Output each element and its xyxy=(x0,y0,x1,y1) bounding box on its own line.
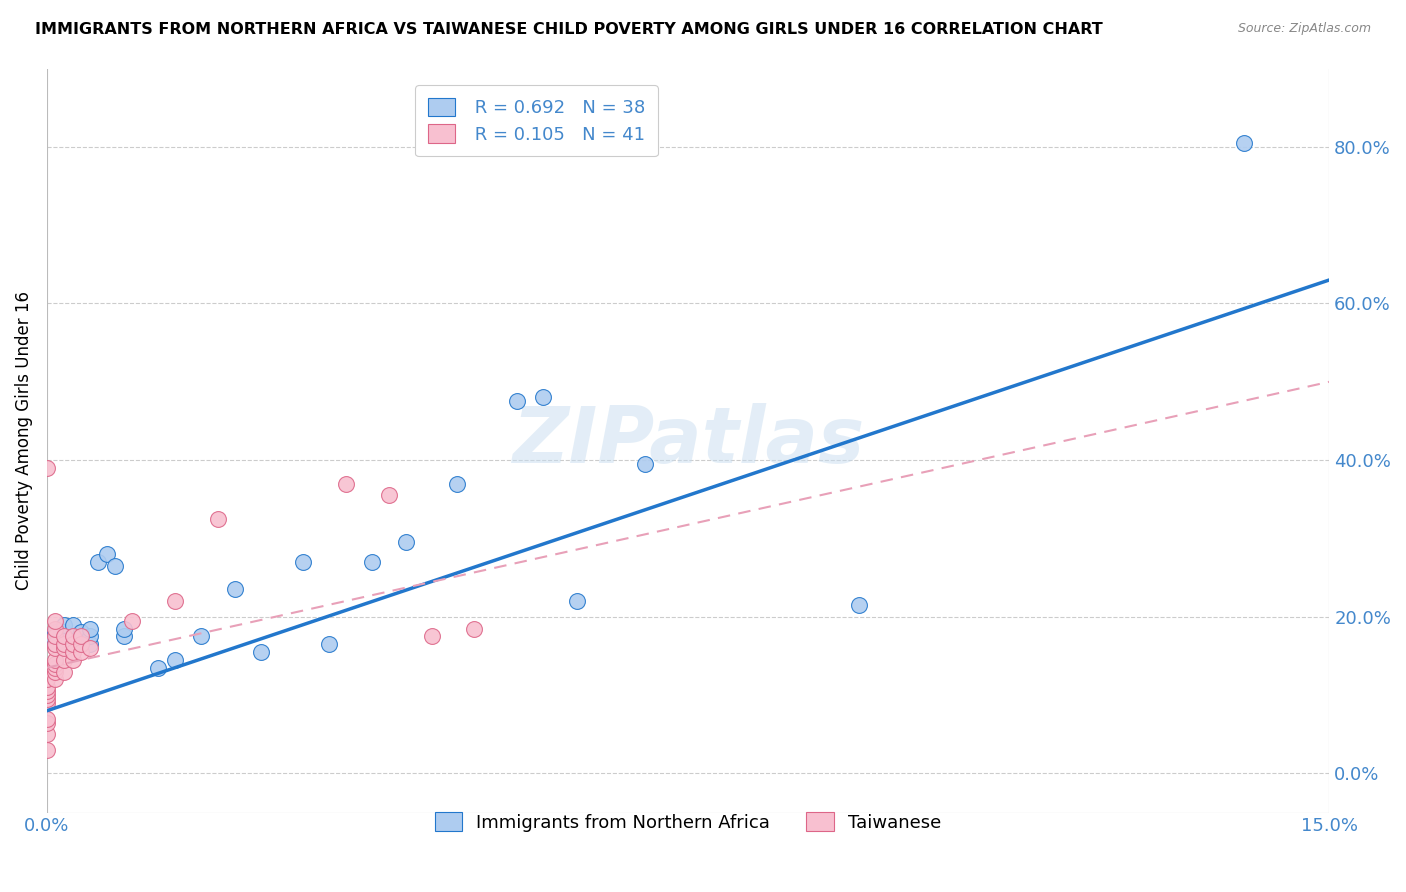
Point xyxy=(360,555,382,569)
Point xyxy=(53,625,76,640)
Point xyxy=(44,622,66,636)
Point xyxy=(70,629,93,643)
Point xyxy=(96,547,118,561)
Point xyxy=(62,653,84,667)
Point xyxy=(112,622,135,636)
Point xyxy=(44,665,66,679)
Point xyxy=(104,558,127,573)
Point xyxy=(39,629,62,643)
Point xyxy=(53,637,76,651)
Point xyxy=(224,582,246,597)
Point xyxy=(44,673,66,687)
Text: Source: ZipAtlas.com: Source: ZipAtlas.com xyxy=(1237,22,1371,36)
Point xyxy=(44,637,66,651)
Point xyxy=(395,535,418,549)
Point xyxy=(62,645,84,659)
Point xyxy=(62,629,84,643)
Point xyxy=(62,637,84,651)
Text: ZIPatlas: ZIPatlas xyxy=(512,402,865,478)
Point xyxy=(35,712,58,726)
Point xyxy=(335,476,357,491)
Point xyxy=(44,641,66,656)
Point xyxy=(44,653,66,667)
Point xyxy=(565,594,588,608)
Point xyxy=(62,629,84,643)
Point xyxy=(53,653,76,667)
Point xyxy=(70,625,93,640)
Point xyxy=(121,614,143,628)
Point xyxy=(53,641,76,656)
Point xyxy=(44,657,66,671)
Point xyxy=(249,645,271,659)
Point xyxy=(79,629,101,643)
Point xyxy=(53,641,76,656)
Point xyxy=(62,633,84,648)
Point xyxy=(79,622,101,636)
Point xyxy=(35,727,58,741)
Point xyxy=(634,457,657,471)
Point xyxy=(79,637,101,651)
Point xyxy=(35,715,58,730)
Point xyxy=(318,637,340,651)
Point xyxy=(165,653,187,667)
Point xyxy=(44,661,66,675)
Point xyxy=(53,617,76,632)
Point xyxy=(146,661,169,675)
Point xyxy=(70,637,93,651)
Point xyxy=(35,684,58,698)
Point xyxy=(70,637,93,651)
Legend: Immigrants from Northern Africa, Taiwanese: Immigrants from Northern Africa, Taiwane… xyxy=(422,800,953,845)
Point xyxy=(35,692,58,706)
Y-axis label: Child Poverty Among Girls Under 16: Child Poverty Among Girls Under 16 xyxy=(15,291,32,590)
Point xyxy=(531,391,554,405)
Point xyxy=(378,488,401,502)
Point xyxy=(112,629,135,643)
Point xyxy=(190,629,212,643)
Point xyxy=(70,645,93,659)
Point xyxy=(420,629,443,643)
Point xyxy=(62,641,84,656)
Point xyxy=(463,622,485,636)
Point xyxy=(848,598,870,612)
Point xyxy=(35,673,58,687)
Point xyxy=(207,512,229,526)
Point xyxy=(87,555,110,569)
Point xyxy=(506,394,529,409)
Point xyxy=(35,696,58,710)
Point xyxy=(446,476,468,491)
Point xyxy=(44,614,66,628)
Text: IMMIGRANTS FROM NORTHERN AFRICA VS TAIWANESE CHILD POVERTY AMONG GIRLS UNDER 16 : IMMIGRANTS FROM NORTHERN AFRICA VS TAIWA… xyxy=(35,22,1102,37)
Point xyxy=(44,625,66,640)
Point xyxy=(35,688,58,702)
Point xyxy=(35,680,58,694)
Point xyxy=(292,555,315,569)
Point xyxy=(165,594,187,608)
Point xyxy=(44,637,66,651)
Point xyxy=(79,641,101,656)
Point xyxy=(35,461,58,475)
Point xyxy=(53,633,76,648)
Point xyxy=(35,743,58,757)
Point xyxy=(44,629,66,643)
Point xyxy=(1233,136,1256,150)
Point xyxy=(48,629,70,643)
Point xyxy=(53,665,76,679)
Point xyxy=(62,617,84,632)
Point xyxy=(53,629,76,643)
